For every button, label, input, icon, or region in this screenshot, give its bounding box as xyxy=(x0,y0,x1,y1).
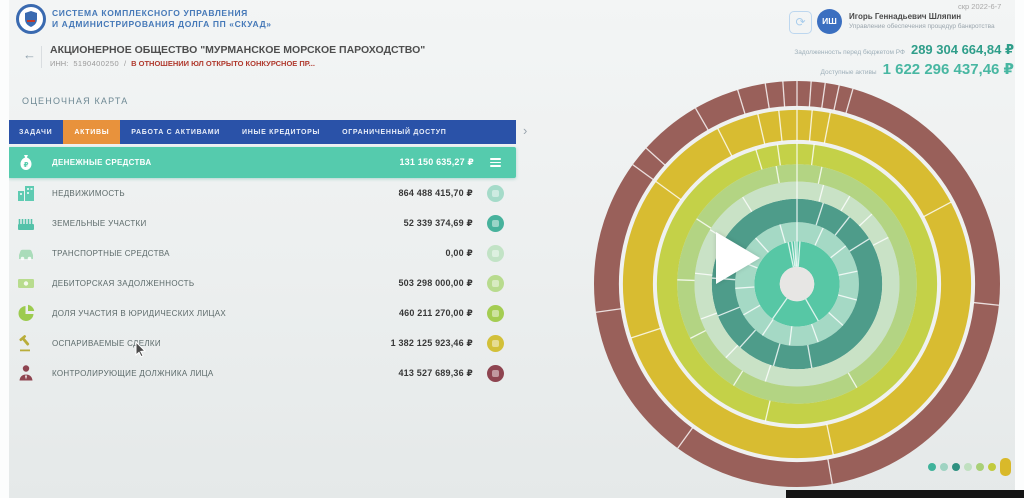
available-assets-value: 1 622 296 437,46 ₽ xyxy=(882,61,1014,78)
banknote-icon xyxy=(16,273,38,293)
asset-value: 413 527 689,36 ₽ xyxy=(398,367,473,378)
tab-bar: ЗАДАЧИ АКТИВЫ РАБОТА С АКТИВАМИ ИНЫЕ КРЕ… xyxy=(8,120,516,144)
asset-row-cash[interactable]: ₽ ДЕНЕЖНЫЕ СРЕДСТВА 131 150 635,27 ₽ xyxy=(8,147,516,178)
svg-text:₽: ₽ xyxy=(24,162,29,169)
asset-row-real-estate[interactable]: НЕДВИЖИМОСТЬ 864 488 415,70 ₽ xyxy=(8,178,516,208)
status-badge[interactable] xyxy=(487,244,504,262)
status-badge[interactable] xyxy=(487,364,504,382)
status-badge[interactable] xyxy=(487,184,504,202)
asset-label: ТРАНСПОРТНЫЕ СРЕДСТВА xyxy=(52,248,170,258)
vehicle-icon xyxy=(16,243,38,263)
header-divider xyxy=(41,46,42,68)
asset-row-disputed-deals[interactable]: ОСПАРИВАЕМЫЕ СДЕЛКИ 1 382 125 923,46 ₽ xyxy=(8,328,516,358)
page-title: ОЦЕНОЧНАЯ КАРТА xyxy=(22,96,129,106)
asset-label: ДЕНЕЖНЫЕ СРЕДСТВА xyxy=(52,158,152,167)
asset-sunburst-chart[interactable] xyxy=(587,74,1007,494)
legend-dot[interactable] xyxy=(988,463,996,471)
land-plot-icon xyxy=(16,213,38,233)
tab-tasks[interactable]: ЗАДАЧИ xyxy=(19,128,53,136)
video-player-bar[interactable] xyxy=(786,490,1024,498)
status-badge[interactable] xyxy=(487,304,504,322)
separator: / xyxy=(124,59,127,68)
list-icon[interactable] xyxy=(488,156,503,170)
legend-dot[interactable] xyxy=(964,463,972,471)
tab-restricted-access[interactable]: ОГРАНИЧЕННЫЙ ДОСТУП xyxy=(342,128,447,136)
asset-row-vehicles[interactable]: ТРАНСПОРТНЫЕ СРЕДСТВА 0,00 ₽ xyxy=(8,238,516,268)
asset-row-controlling-persons[interactable]: КОНТРОЛИРУЮЩИЕ ДОЛЖНИКА ЛИЦА 413 527 689… xyxy=(8,358,516,388)
legend-dot[interactable] xyxy=(940,463,948,471)
asset-label: НЕДВИЖИМОСТЬ xyxy=(52,188,125,198)
asset-row-legal-entity-shares[interactable]: ДОЛЯ УЧАСТИЯ В ЮРИДИЧЕСКИХ ЛИЦАХ 460 211… xyxy=(8,298,516,328)
pie-chart-icon xyxy=(16,303,38,323)
avatar[interactable]: ИШ xyxy=(817,9,842,34)
asset-row-land[interactable]: ЗЕМЕЛЬНЫЕ УЧАСТКИ 52 339 374,69 ₽ xyxy=(8,208,516,238)
asset-value: 52 339 374,69 ₽ xyxy=(403,217,473,228)
app-title: СИСТЕМА КОМПЛЕКСНОГО УПРАВЛЕНИЯ И АДМИНИ… xyxy=(52,8,272,29)
legend-dot-selected[interactable] xyxy=(1000,458,1011,476)
debt-value: 289 304 664,84 ₽ xyxy=(910,42,1014,57)
asset-value: 0,00 ₽ xyxy=(445,247,473,258)
bankruptcy-status-badge[interactable]: В ОТНОШЕНИИ ЮЛ ОТКРЫТО КОНКУРСНОЕ ПР... xyxy=(131,59,315,68)
user-role: Управление обеспечения процедур банкротс… xyxy=(849,23,995,30)
status-badge[interactable] xyxy=(487,214,504,232)
status-badge[interactable] xyxy=(487,334,504,352)
left-margin xyxy=(0,0,9,498)
asset-value: 503 298 000,00 ₽ xyxy=(398,277,473,288)
building-icon xyxy=(16,183,38,203)
inn-label: ИНН: xyxy=(50,59,69,68)
asset-value: 1 382 125 923,46 ₽ xyxy=(390,337,473,348)
chart-legend xyxy=(928,458,1023,476)
asset-label: ЗЕМЕЛЬНЫЕ УЧАСТКИ xyxy=(52,218,147,228)
status-badge[interactable] xyxy=(487,274,504,292)
legend-dot[interactable] xyxy=(928,463,936,471)
legend-dot[interactable] xyxy=(952,463,960,471)
totals-panel: Задолженность перед бюджетом РФ 289 304 … xyxy=(794,42,1014,80)
asset-value: 864 488 415,70 ₽ xyxy=(398,187,473,198)
legend-dot[interactable] xyxy=(976,463,984,471)
person-icon xyxy=(16,363,38,383)
mouse-cursor xyxy=(135,341,147,358)
asset-value: 460 211 270,00 ₽ xyxy=(398,307,473,318)
tab-other-creditors[interactable]: ИНЫЕ КРЕДИТОРЫ xyxy=(242,128,321,136)
user-name: Игорь Геннадьевич Шляпин xyxy=(849,12,962,21)
asset-value: 131 150 635,27 ₽ xyxy=(399,157,474,167)
watermark-text: скр 2022-6-7 xyxy=(958,2,1002,11)
company-subline: ИНН: 5190400250 / В ОТНОШЕНИИ ЮЛ ОТКРЫТО… xyxy=(50,59,315,68)
gavel-icon xyxy=(16,333,38,353)
asset-label: КОНТРОЛИРУЮЩИЕ ДОЛЖНИКА ЛИЦА xyxy=(52,368,214,378)
money-bag-icon: ₽ xyxy=(16,153,38,173)
right-margin xyxy=(1015,0,1024,498)
available-assets-label: Доступные активы xyxy=(820,69,877,76)
sync-icon[interactable]: ⟳ xyxy=(789,11,812,34)
tab-assets[interactable]: АКТИВЫ xyxy=(63,120,121,144)
chevron-right-icon[interactable]: › xyxy=(523,123,528,138)
debt-label: Задолженность перед бюджетом РФ xyxy=(794,49,905,56)
asset-label: ОСПАРИВАЕМЫЕ СДЕЛКИ xyxy=(52,338,161,348)
back-arrow-icon[interactable]: ← xyxy=(23,47,36,62)
inn-value: 5190400250 xyxy=(73,59,120,68)
play-button[interactable] xyxy=(716,232,760,284)
asset-row-receivables[interactable]: ДЕБИТОРСКАЯ ЗАДОЛЖЕННОСТЬ 503 298 000,00… xyxy=(8,268,516,298)
asset-label: ДЕБИТОРСКАЯ ЗАДОЛЖЕННОСТЬ xyxy=(52,278,195,288)
tab-work-with-assets[interactable]: РАБОТА С АКТИВАМИ xyxy=(131,128,221,136)
company-name: АКЦИОНЕРНОЕ ОБЩЕСТВО "МУРМАНСКОЕ МОРСКОЕ… xyxy=(50,44,426,56)
fns-logo-icon xyxy=(16,4,46,34)
asset-label: ДОЛЯ УЧАСТИЯ В ЮРИДИЧЕСКИХ ЛИЦАХ xyxy=(52,308,227,318)
